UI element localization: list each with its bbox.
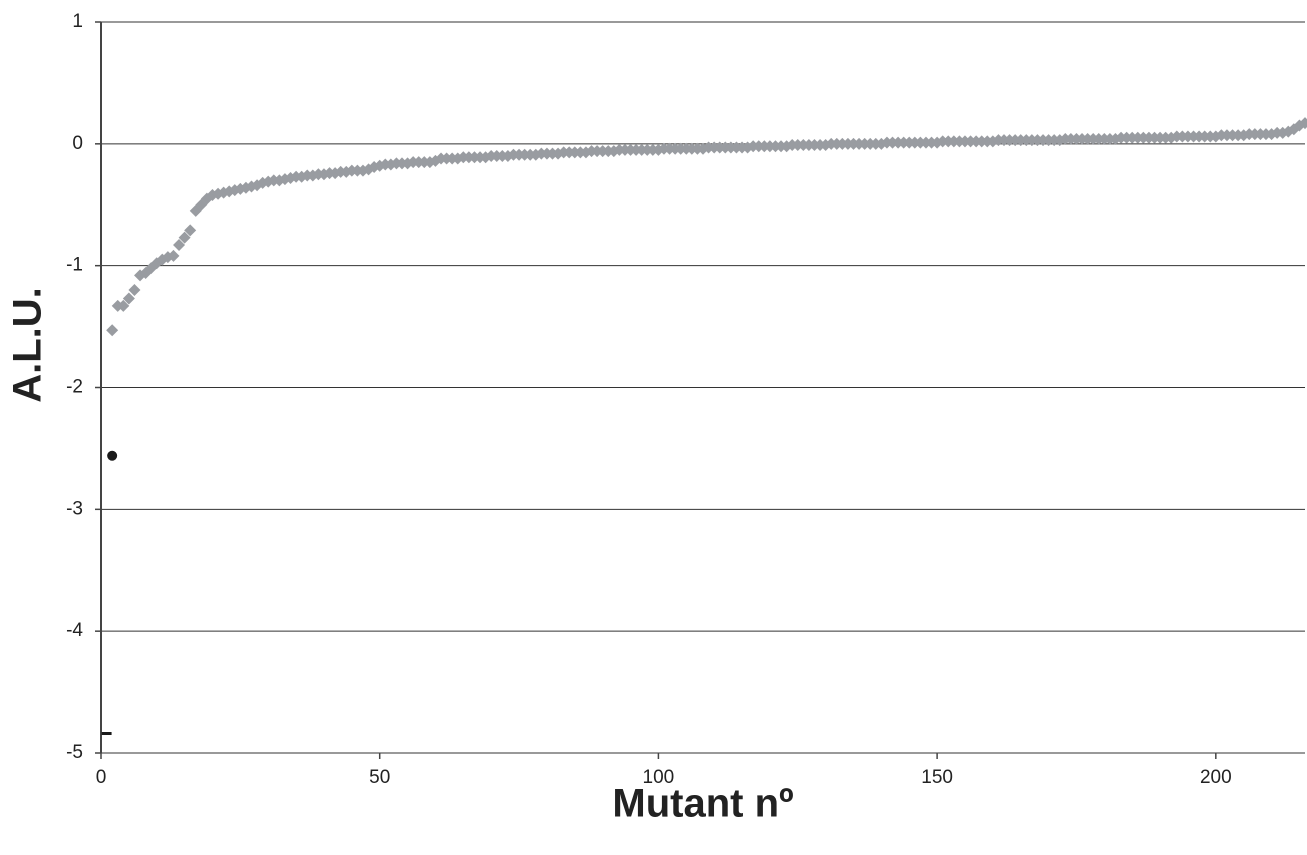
point (173, 238, 186, 251)
x-tick-label: 50 (369, 767, 390, 788)
point (107, 450, 118, 461)
point (101, 732, 112, 736)
x-tick-label: 150 (921, 767, 953, 788)
y-tick-label: -1 (66, 255, 83, 276)
point (1299, 117, 1307, 130)
point (128, 284, 141, 297)
point (122, 292, 135, 305)
y-tick-label: 0 (72, 133, 83, 154)
y-tick-label: 1 (72, 11, 83, 32)
point (167, 249, 180, 262)
x-tick-label: 200 (1200, 767, 1232, 788)
point (117, 299, 130, 312)
y-axis-title: A.L.U. (6, 287, 50, 403)
y-tick-label: -4 (66, 620, 83, 641)
y-tick-label: -2 (66, 377, 83, 398)
y-tick-label: -3 (66, 498, 83, 519)
x-axis-title: Mutant nº (612, 782, 793, 826)
point (1282, 125, 1295, 138)
y-tick-label: -5 (66, 742, 83, 763)
point (184, 224, 197, 237)
x-tick-label: 100 (643, 767, 675, 788)
x-tick-label: 0 (96, 767, 107, 788)
point (178, 231, 191, 244)
point (106, 324, 119, 337)
